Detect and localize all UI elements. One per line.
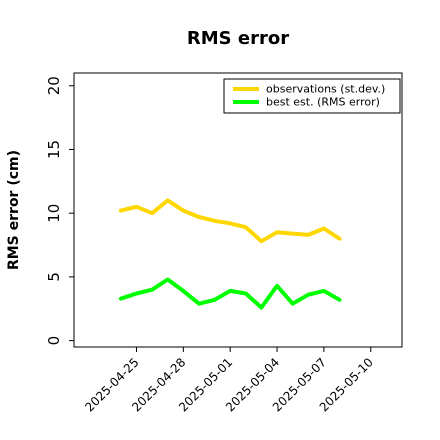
plot-frame xyxy=(73,72,403,348)
series-layer xyxy=(118,198,342,310)
y-axis-label: RMS error (cm) xyxy=(6,150,22,270)
y-tick-label: 20 xyxy=(45,76,63,95)
chart-title: RMS error xyxy=(187,28,289,49)
legend-box xyxy=(223,78,401,114)
legend: observations (st.dev.)best est. (RMS err… xyxy=(223,78,401,114)
y-tick-label: 15 xyxy=(45,140,63,159)
y-tick-label: 5 xyxy=(45,272,63,282)
x-axis-ticks: 2025-04-252025-04-282025-05-012025-05-04… xyxy=(82,347,376,414)
y-axis-ticks: 0 5 10 15 20 xyxy=(45,76,74,345)
series-line-observations xyxy=(118,198,342,244)
legend-label: observations (st.dev.) xyxy=(266,83,385,96)
series-line-best-estimate xyxy=(118,277,342,310)
y-tick-label: 0 xyxy=(45,336,63,346)
y-tick-label: 10 xyxy=(45,204,63,223)
legend-label: best est. (RMS error) xyxy=(266,96,380,109)
